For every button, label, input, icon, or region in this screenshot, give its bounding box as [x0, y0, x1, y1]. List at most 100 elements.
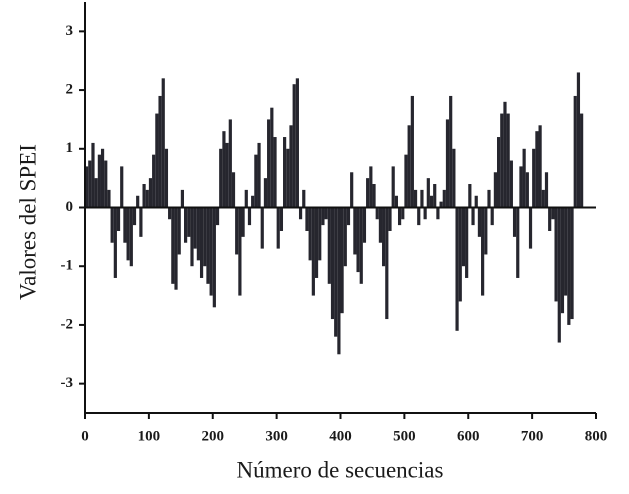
bar: [174, 207, 178, 290]
bar: [110, 207, 114, 243]
bar: [522, 148, 526, 208]
bar: [238, 207, 242, 296]
y-tick-label: -2: [61, 316, 74, 332]
bar: [385, 207, 389, 320]
bar: [91, 142, 95, 208]
x-tick-label: 800: [585, 428, 608, 444]
bar: [356, 207, 360, 273]
bar: [298, 207, 303, 220]
bar: [516, 207, 520, 278]
bar: [525, 172, 529, 208]
x-tick-label: 500: [393, 428, 416, 444]
bar: [560, 207, 565, 314]
bar: [452, 148, 456, 208]
y-tick-label: -1: [61, 258, 74, 274]
bar: [468, 184, 472, 208]
bar: [369, 166, 373, 208]
bar: [429, 195, 434, 208]
bar: [490, 207, 494, 226]
bar: [477, 207, 482, 237]
bar: [417, 207, 421, 226]
bar: [241, 207, 245, 237]
bar: [164, 148, 169, 208]
bar: [551, 207, 555, 220]
bar: [375, 207, 379, 220]
bar: [544, 172, 549, 208]
bar: [413, 189, 418, 208]
x-tick-label: 300: [265, 428, 288, 444]
y-tick-label: 1: [66, 140, 74, 156]
bar: [580, 113, 584, 208]
bar: [391, 166, 395, 208]
bar: [199, 207, 204, 278]
bar: [305, 207, 309, 231]
bar: [557, 207, 561, 343]
bar: [532, 148, 536, 208]
x-tick-label: 100: [138, 428, 161, 444]
bar: [279, 207, 284, 231]
bar: [212, 207, 216, 308]
bar: [445, 119, 450, 208]
bar: [254, 154, 258, 208]
bar: [442, 189, 446, 208]
bar: [88, 160, 92, 208]
bar: [120, 166, 124, 208]
bar: [158, 95, 162, 208]
bar: [321, 207, 325, 226]
bar: [260, 207, 264, 249]
bar: [104, 160, 108, 208]
bar: [168, 207, 172, 220]
bar: [500, 113, 504, 208]
bar: [420, 189, 424, 208]
bar: [116, 207, 121, 231]
y-tick-label: 3: [66, 23, 74, 39]
bar: [503, 101, 507, 208]
bar: [123, 207, 127, 243]
y-tick-label: 0: [66, 199, 74, 215]
bar: [203, 207, 207, 267]
bar: [276, 207, 280, 249]
bar: [433, 184, 437, 208]
bar: [388, 207, 392, 231]
x-tick-label: 200: [202, 428, 225, 444]
y-tick-label: 2: [66, 82, 74, 98]
bar: [528, 207, 533, 249]
bar: [145, 189, 149, 208]
bar: [372, 184, 376, 208]
bar: [512, 207, 517, 237]
bar: [382, 207, 386, 267]
bar: [209, 207, 213, 296]
bar: [267, 119, 271, 208]
bar: [270, 107, 274, 208]
bar: [567, 207, 571, 325]
x-tick-label: 0: [81, 428, 89, 444]
bar: [308, 207, 312, 261]
bar: [155, 113, 159, 208]
bar: [397, 207, 402, 226]
bar: [85, 166, 89, 208]
bar: [378, 207, 383, 243]
bar: [324, 207, 328, 220]
bar: [314, 207, 319, 278]
bar: [235, 207, 239, 255]
bar: [107, 189, 111, 208]
bar: [426, 178, 430, 208]
bar: [292, 84, 296, 208]
bar: [257, 142, 261, 208]
bar: [219, 148, 223, 208]
bar: [126, 207, 130, 261]
bar: [359, 207, 363, 284]
y-axis-label: Valores del SPEI: [15, 144, 40, 300]
bar: [535, 131, 539, 208]
bar: [564, 207, 568, 296]
bar: [465, 207, 469, 278]
bar: [471, 207, 475, 226]
bar: [340, 207, 344, 314]
bar: [184, 207, 188, 243]
bar: [407, 125, 411, 208]
bar: [458, 207, 462, 302]
bar: [263, 178, 268, 208]
bar: [190, 207, 194, 267]
bar: [318, 207, 322, 261]
bar: [225, 142, 229, 208]
